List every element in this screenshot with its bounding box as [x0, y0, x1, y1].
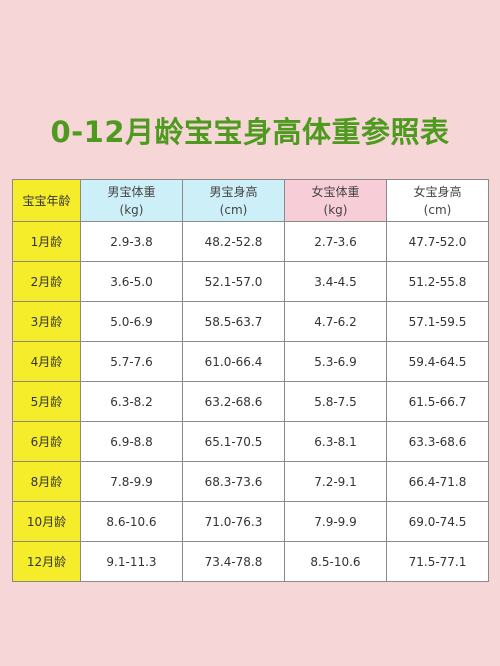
cell-female-height: 47.7-52.0 [386, 221, 489, 262]
cell-female-height: 57.1-59.5 [386, 301, 489, 342]
table-row: 1月龄 2.9-3.8 48.2-52.8 2.7-3.6 47.7-52.0 [12, 221, 489, 262]
cell-male-weight: 5.7-7.6 [80, 341, 183, 382]
header-female-height-label: 女宝身高 [413, 184, 462, 199]
cell-female-weight: 8.5-10.6 [284, 541, 387, 582]
cell-male-weight: 5.0-6.9 [80, 301, 183, 342]
cell-male-height: 68.3-73.6 [182, 461, 285, 502]
cell-age: 8月龄 [12, 461, 81, 502]
cell-male-height: 61.0-66.4 [182, 341, 285, 382]
header-male-height-unit: (cm) [219, 202, 248, 217]
header-age: 宝宝年龄 [12, 179, 81, 222]
cell-female-height: 71.5-77.1 [386, 541, 489, 582]
table-row: 8月龄 7.8-9.9 68.3-73.6 7.2-9.1 66.4-71.8 [12, 461, 489, 502]
table-body: 1月龄 2.9-3.8 48.2-52.8 2.7-3.6 47.7-52.0 2月龄 3.… [12, 221, 489, 582]
cell-age: 4月龄 [12, 341, 81, 382]
cell-male-height: 63.2-68.6 [182, 381, 285, 422]
cell-female-weight: 7.2-9.1 [284, 461, 387, 502]
cell-female-height: 69.0-74.5 [386, 501, 489, 542]
cell-female-weight: 4.7-6.2 [284, 301, 387, 342]
cell-male-height: 58.5-63.7 [182, 301, 285, 342]
cell-age: 3月龄 [12, 301, 81, 342]
table-row: 2月龄 3.6-5.0 52.1-57.0 3.4-4.5 51.2-55.8 [12, 261, 489, 302]
cell-female-weight: 2.7-3.6 [284, 221, 387, 262]
cell-male-height: 48.2-52.8 [182, 221, 285, 262]
cell-male-height: 71.0-76.3 [182, 501, 285, 542]
cell-age: 12月龄 [12, 541, 81, 582]
cell-male-height: 52.1-57.0 [182, 261, 285, 302]
table-row: 5月龄 6.3-8.2 63.2-68.6 5.8-7.5 61.5-66.7 [12, 381, 489, 422]
cell-age: 10月龄 [12, 501, 81, 542]
cell-female-height: 59.4-64.5 [386, 341, 489, 382]
header-female-weight-unit: (kg) [323, 202, 348, 217]
cell-female-height: 51.2-55.8 [386, 261, 489, 302]
header-female-height: 女宝身高 (cm) [386, 179, 489, 222]
cell-male-weight: 2.9-3.8 [80, 221, 183, 262]
cell-male-height: 65.1-70.5 [182, 421, 285, 462]
table-header-row: 宝宝年龄 男宝体重 (kg) 男宝身高 (cm) 女宝体重 (kg) 女宝身高 … [12, 179, 489, 222]
header-male-weight-unit: (kg) [119, 202, 144, 217]
cell-age: 6月龄 [12, 421, 81, 462]
growth-reference-table: 宝宝年龄 男宝体重 (kg) 男宝身高 (cm) 女宝体重 (kg) 女宝身高 … [12, 179, 489, 582]
cell-female-weight: 6.3-8.1 [284, 421, 387, 462]
cell-male-height: 73.4-78.8 [182, 541, 285, 582]
cell-female-weight: 5.3-6.9 [284, 341, 387, 382]
page-title: 0-12月龄宝宝身高体重参照表 [50, 115, 450, 149]
header-female-weight-label: 女宝体重 [311, 184, 360, 199]
cell-female-weight: 7.9-9.9 [284, 501, 387, 542]
cell-male-weight: 9.1-11.3 [80, 541, 183, 582]
header-male-height: 男宝身高 (cm) [182, 179, 285, 222]
header-male-height-label: 男宝身高 [209, 184, 258, 199]
cell-female-height: 61.5-66.7 [386, 381, 489, 422]
cell-male-weight: 6.9-8.8 [80, 421, 183, 462]
header-male-weight: 男宝体重 (kg) [80, 179, 183, 222]
header-male-weight-label: 男宝体重 [107, 184, 156, 199]
table-row: 10月龄 8.6-10.6 71.0-76.3 7.9-9.9 69.0-74.5 [12, 501, 489, 542]
cell-male-weight: 7.8-9.9 [80, 461, 183, 502]
cell-female-weight: 3.4-4.5 [284, 261, 387, 302]
cell-female-height: 66.4-71.8 [386, 461, 489, 502]
table-row: 4月龄 5.7-7.6 61.0-66.4 5.3-6.9 59.4-64.5 [12, 341, 489, 382]
cell-female-weight: 5.8-7.5 [284, 381, 387, 422]
table-row: 6月龄 6.9-8.8 65.1-70.5 6.3-8.1 63.3-68.6 [12, 421, 489, 462]
cell-male-weight: 3.6-5.0 [80, 261, 183, 302]
cell-male-weight: 8.6-10.6 [80, 501, 183, 542]
cell-age: 5月龄 [12, 381, 81, 422]
cell-age: 1月龄 [12, 221, 81, 262]
table-row: 3月龄 5.0-6.9 58.5-63.7 4.7-6.2 57.1-59.5 [12, 301, 489, 342]
cell-male-weight: 6.3-8.2 [80, 381, 183, 422]
cell-age: 2月龄 [12, 261, 81, 302]
cell-female-height: 63.3-68.6 [386, 421, 489, 462]
table-row: 12月龄 9.1-11.3 73.4-78.8 8.5-10.6 71.5-77.1 [12, 541, 489, 582]
header-female-weight: 女宝体重 (kg) [284, 179, 387, 222]
header-female-height-unit: (cm) [423, 202, 452, 217]
